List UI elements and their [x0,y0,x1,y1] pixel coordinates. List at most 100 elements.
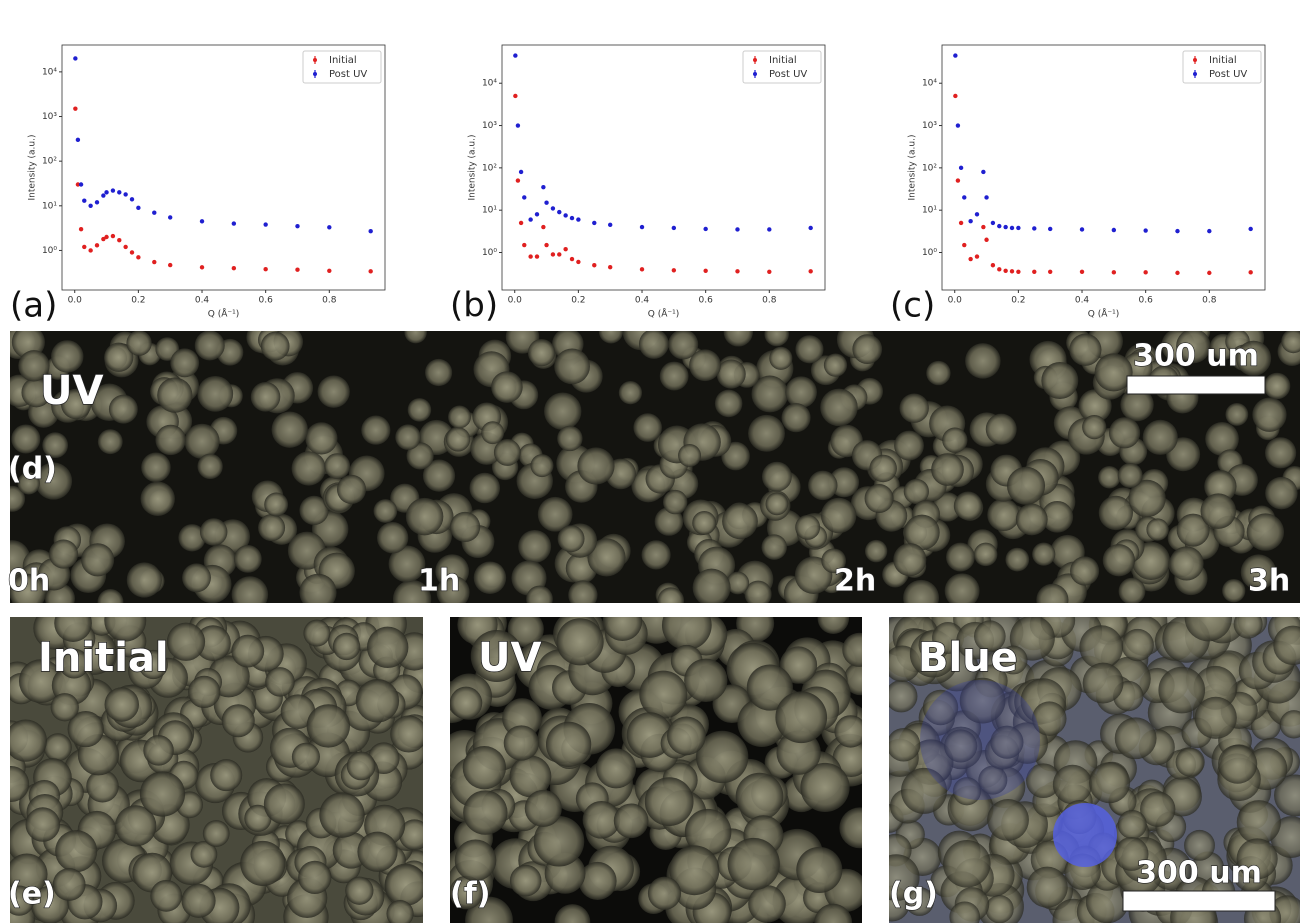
grain [1281,331,1300,354]
data-point [1009,269,1015,274]
grain [386,900,414,923]
chart: 0.0 0.2 0.4 0.6 0.8 10⁰ 10¹ 10² 10³ 10⁴ Q (Å⁻¹) Int… [450,44,826,326]
y-tick-label: 10³ [482,121,497,131]
grain [1279,710,1300,739]
grain [1194,696,1237,739]
grain [51,340,84,373]
data-point [101,236,106,242]
grain [190,840,218,868]
grain [11,424,41,454]
grain [748,885,786,923]
grain [748,414,785,452]
grain [231,634,265,668]
data-point [981,224,986,230]
y-tick-label: 10² [482,163,497,173]
grain [493,439,521,466]
grain [737,698,787,747]
grain [366,626,409,669]
data-point [962,195,967,200]
data-point [1111,227,1117,233]
data-point [129,250,135,255]
legend-label: Post UV [329,69,367,80]
data-point [953,53,958,58]
grain [50,693,79,722]
grain [943,840,991,888]
grain [1015,503,1048,536]
grain [1120,387,1154,422]
legend-marker [313,58,317,62]
data-point [136,205,141,211]
x-tick-label: 0.2 [131,296,145,306]
y-tick-label: 10³ [922,121,937,131]
grain [1098,466,1121,489]
grain [306,704,351,748]
grain [178,524,206,552]
grain [462,746,506,790]
data-point [88,248,93,253]
grain [889,680,918,713]
grain [618,381,643,405]
time-label: 1h [418,564,460,599]
grain [1265,476,1298,510]
grain [1193,665,1238,710]
grain [965,343,1001,379]
grain [638,331,669,359]
grain [469,472,501,504]
y-tick-label: 10⁰ [42,246,57,256]
x-tick-label: 0.4 [1075,296,1090,306]
data-point [327,225,332,230]
grain [932,622,965,655]
grain [1176,331,1211,364]
y-tick-label: 10⁴ [922,79,937,89]
legend-marker [1193,72,1197,76]
y-tick-label: 10⁴ [482,79,497,89]
grain [904,514,940,551]
grain [317,375,350,408]
grain [932,492,962,522]
x-tick-label: 0.6 [259,296,274,306]
grain [587,538,626,577]
panel-label: (a) [10,286,57,326]
data-point [974,254,980,259]
grain [952,777,982,806]
chart: 0.0 0.2 0.4 0.6 0.8 10⁰ 10¹ 10² 10³ 10⁴ Q (Å⁻¹) Int… [10,44,386,326]
grain [157,377,193,413]
data-point [73,56,78,61]
y-axis-label: Intensity (a.u.) [28,135,38,201]
plot-frame [61,44,386,291]
data-point [550,206,556,211]
grain [524,789,562,827]
grain [689,349,721,382]
data-point [671,225,677,231]
data-point [82,198,87,203]
grain [346,751,376,781]
data-point [94,200,100,205]
grain [533,815,585,867]
grain [931,453,964,486]
x-tick-label: 0.4 [635,296,650,306]
data-point [129,197,135,202]
data-point [75,182,81,187]
grain [1158,666,1206,714]
grain [557,425,583,452]
data-point [1175,270,1180,276]
grain [197,453,223,480]
grain [10,765,30,803]
x-tick-label: 0.6 [699,296,714,306]
data-point [557,209,562,215]
legend-label: Initial [329,55,357,66]
data-point [82,244,87,250]
grain [298,860,332,895]
grain [54,617,92,642]
grain [1128,479,1166,518]
grain [864,483,894,513]
data-point [515,178,521,183]
data-point [199,265,205,270]
grain [240,840,286,887]
data-point [167,262,173,268]
grain [182,563,211,593]
grain [184,423,220,459]
data-point [997,223,1002,229]
grain [143,735,174,766]
grain [942,427,968,453]
